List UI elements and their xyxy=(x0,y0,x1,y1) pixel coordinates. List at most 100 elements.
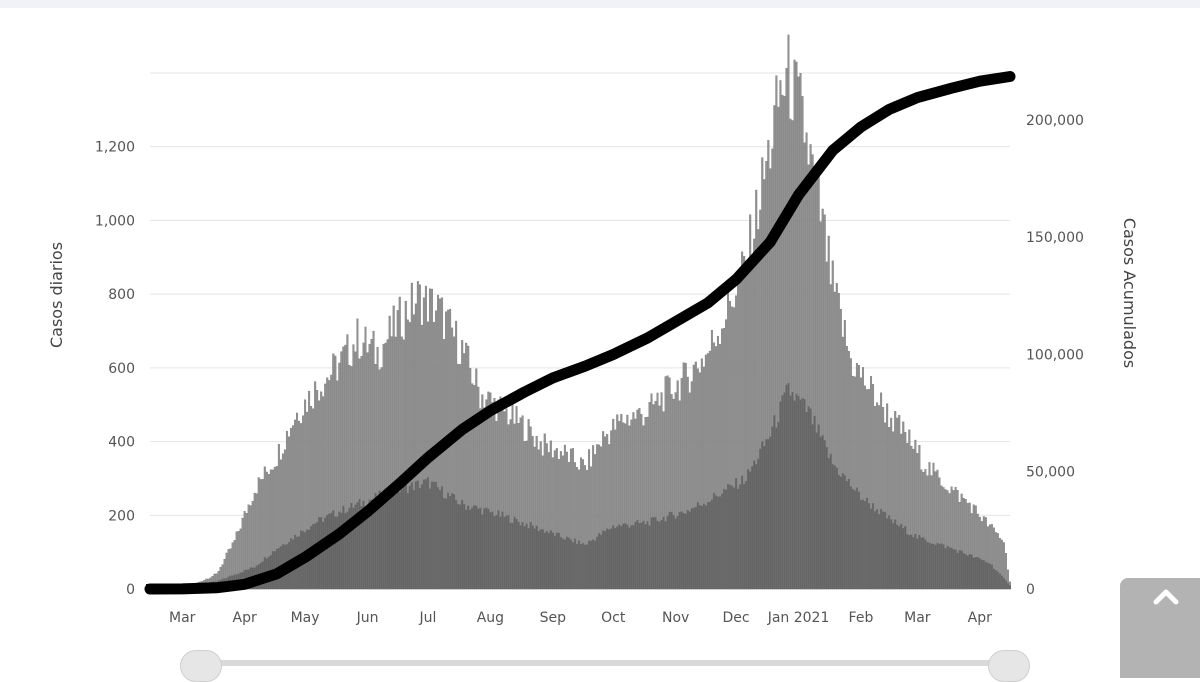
secondary-case-bar xyxy=(782,395,784,589)
secondary-case-bar xyxy=(578,541,580,589)
x-tick-label: Jun xyxy=(356,610,379,626)
secondary-case-bar xyxy=(606,529,608,589)
secondary-case-bar xyxy=(729,485,731,589)
secondary-case-bar xyxy=(733,488,735,589)
secondary-case-bar xyxy=(802,398,804,589)
secondary-case-bar xyxy=(413,490,415,589)
secondary-case-bar xyxy=(933,544,935,589)
secondary-case-bar xyxy=(747,469,749,589)
secondary-case-bar xyxy=(699,505,701,589)
secondary-case-bar xyxy=(846,481,848,589)
secondary-case-bar xyxy=(655,517,657,589)
secondary-case-bar xyxy=(427,477,429,589)
secondary-case-bar xyxy=(874,512,876,589)
navigator-track[interactable] xyxy=(190,660,990,666)
secondary-case-bar xyxy=(608,530,610,589)
secondary-case-bar xyxy=(343,506,345,589)
secondary-case-bar xyxy=(326,515,328,589)
secondary-case-bar xyxy=(917,539,919,589)
secondary-case-bar xyxy=(884,512,886,589)
secondary-case-bar xyxy=(717,497,719,589)
secondary-case-bar xyxy=(701,506,703,589)
secondary-case-bar xyxy=(848,479,850,589)
x-tick-label: Apr xyxy=(968,610,992,626)
secondary-case-bar xyxy=(987,563,989,589)
secondary-case-bar xyxy=(977,557,979,589)
secondary-case-bar xyxy=(506,516,508,589)
navigator-right-handle[interactable] xyxy=(988,650,1030,682)
secondary-case-bar xyxy=(725,490,727,589)
secondary-case-bar xyxy=(653,517,655,589)
secondary-case-bar xyxy=(709,502,711,589)
secondary-case-bar xyxy=(991,565,993,589)
secondary-case-bar xyxy=(520,525,522,589)
secondary-case-bar xyxy=(455,500,457,589)
secondary-case-bar xyxy=(626,525,628,589)
scroll-to-top-button[interactable] xyxy=(1120,578,1200,678)
secondary-case-bar xyxy=(695,507,697,589)
secondary-case-bar xyxy=(1005,581,1007,589)
x-tick-label: Sep xyxy=(540,610,567,626)
secondary-case-bar xyxy=(703,504,705,589)
secondary-case-bar xyxy=(616,527,618,589)
secondary-case-bar xyxy=(584,545,586,589)
secondary-case-bar xyxy=(776,428,778,589)
secondary-case-bar xyxy=(628,528,630,589)
secondary-case-bar xyxy=(997,572,999,589)
secondary-case-bar xyxy=(508,515,510,589)
secondary-case-bar xyxy=(558,533,560,589)
x-tick-label: Jul xyxy=(418,610,436,626)
secondary-case-bar xyxy=(377,498,379,589)
secondary-case-bar xyxy=(635,522,637,589)
secondary-case-bar xyxy=(532,526,534,589)
secondary-case-bar xyxy=(594,541,596,589)
x-tick-label: Apr xyxy=(233,610,257,626)
secondary-case-bar xyxy=(983,560,985,589)
secondary-case-bar xyxy=(999,574,1001,589)
secondary-case-bar xyxy=(745,481,747,589)
right-tick-label: 150,000 xyxy=(1026,230,1084,246)
secondary-case-bar xyxy=(409,486,411,589)
secondary-case-bar xyxy=(574,539,576,589)
secondary-case-bar xyxy=(600,535,602,589)
left-axis-title: Casos diarios xyxy=(47,242,66,348)
secondary-case-bar xyxy=(610,529,612,589)
secondary-case-bar xyxy=(957,553,959,589)
secondary-case-bar xyxy=(705,506,707,589)
secondary-case-bar xyxy=(419,488,421,589)
secondary-case-bar xyxy=(767,439,769,589)
secondary-case-bar xyxy=(429,489,431,589)
secondary-case-bar xyxy=(502,512,504,589)
secondary-case-bar xyxy=(719,497,721,589)
secondary-case-bar xyxy=(490,512,492,589)
start-marker xyxy=(146,584,155,593)
secondary-case-bar xyxy=(614,528,616,589)
secondary-case-bar xyxy=(753,461,755,589)
secondary-case-bar xyxy=(979,558,981,589)
secondary-case-bar xyxy=(423,480,425,589)
secondary-case-bar xyxy=(677,516,679,589)
left-tick-label: 400 xyxy=(108,435,135,451)
secondary-case-bar xyxy=(500,517,502,589)
secondary-case-bar xyxy=(322,522,324,589)
secondary-case-bar xyxy=(340,513,342,589)
secondary-case-bar xyxy=(774,415,776,589)
secondary-case-bar xyxy=(927,542,929,589)
secondary-case-bar xyxy=(965,554,967,589)
secondary-case-bar xyxy=(649,526,651,589)
secondary-case-bar xyxy=(691,508,693,589)
secondary-case-bar xyxy=(896,525,898,589)
secondary-case-bar xyxy=(981,560,983,589)
secondary-case-bar xyxy=(838,475,840,589)
secondary-case-bar xyxy=(812,424,814,589)
navigator-left-handle[interactable] xyxy=(180,650,222,682)
secondary-case-bar xyxy=(882,512,884,589)
left-tick-label: 0 xyxy=(126,582,135,598)
secondary-case-bar xyxy=(790,396,792,589)
secondary-case-bar xyxy=(399,492,401,589)
secondary-case-bar xyxy=(397,485,399,589)
secondary-case-bar xyxy=(929,543,931,589)
range-navigator[interactable] xyxy=(150,656,1030,666)
secondary-case-bar xyxy=(461,500,463,589)
left-tick-label: 600 xyxy=(108,361,135,377)
